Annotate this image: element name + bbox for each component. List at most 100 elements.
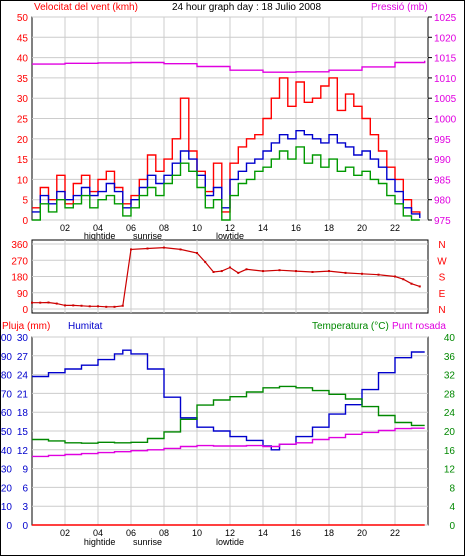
compass-letter: S bbox=[439, 273, 446, 284]
pressure-y-ticks: 975 980 985 990 995 1000 1005 1010 1015 1020 1025 bbox=[428, 13, 457, 227]
wind-y-tick-label: 5 bbox=[22, 196, 28, 207]
temp-right-ticks: 0 4 8 12 16 20 24 28 32 36 40 bbox=[444, 333, 456, 532]
humidity-alt-tick-label: 24 bbox=[17, 371, 29, 382]
humidity-tick-label: 80 bbox=[1, 371, 13, 382]
direction-point bbox=[220, 270, 223, 273]
direction-point bbox=[179, 248, 182, 251]
compass-letter: W bbox=[437, 256, 447, 267]
direction-point bbox=[163, 246, 165, 249]
direction-point bbox=[402, 278, 405, 281]
pressure-y-tick-label: 1010 bbox=[434, 74, 457, 85]
humidity-tick-label: 40 bbox=[1, 446, 13, 457]
wind-x-tick-label: 22 bbox=[390, 223, 400, 233]
wind-pressure-panel: Velocitat del vent (kmh) 24 hour graph d… bbox=[17, 2, 457, 241]
pressure-y-tick-label: 1025 bbox=[434, 13, 457, 24]
temp-series bbox=[32, 349, 425, 526]
wind-x-tick-label: 20 bbox=[357, 223, 367, 233]
direction-y-ticks: 0 90 180 270 360 bbox=[11, 240, 28, 316]
temperature-tick-label: 4 bbox=[449, 502, 455, 513]
direction-y-tick-label: 0 bbox=[22, 305, 28, 316]
direction-point bbox=[237, 271, 240, 274]
wind-x-tick-label: 06 bbox=[126, 223, 136, 233]
wind-x-tick-label: 16 bbox=[291, 223, 301, 233]
temperature-tick-label: 24 bbox=[444, 408, 456, 419]
wind-x-tick-label: 04 bbox=[93, 223, 103, 233]
humidity-alt-tick-label: 12 bbox=[17, 446, 29, 457]
direction-point bbox=[31, 301, 33, 304]
pressure-y-tick-label: 1005 bbox=[434, 94, 457, 105]
wind-series-line-mitjana bbox=[32, 146, 420, 221]
direction-series bbox=[31, 246, 421, 308]
wind-x-tick-label: 14 bbox=[258, 223, 268, 233]
direction-point bbox=[204, 261, 207, 264]
direction-y-tick-label: 180 bbox=[11, 273, 28, 284]
temp-x-tick-label: 22 bbox=[390, 528, 400, 538]
humidity-alt-tick-label: 21 bbox=[17, 389, 29, 400]
temp-series-line-humitat bbox=[32, 349, 425, 451]
direction-point bbox=[64, 304, 66, 307]
temp-humidity-panel: Pluja (mm) Humitat Temperatura (°C) Punt… bbox=[0, 321, 455, 547]
direction-point bbox=[146, 247, 149, 250]
wind-x-annotation: sunrise bbox=[133, 231, 162, 241]
humidity-tick-label: 70 bbox=[1, 389, 13, 400]
humidity-tick-label: 0 bbox=[6, 521, 12, 532]
chart-title: 24 hour graph day : 18 Julio 2008 bbox=[172, 2, 321, 13]
temperature-axis-title: Temperatura (°C) bbox=[312, 321, 389, 332]
wind-y-ticks: 0 5 10 15 20 25 30 35 40 45 50 bbox=[17, 13, 29, 227]
wind-y-tick-label: 30 bbox=[17, 94, 29, 105]
pressure-y-tick-label: 985 bbox=[434, 175, 451, 186]
compass-letter: E bbox=[439, 289, 446, 300]
direction-y-tick-label: 360 bbox=[11, 240, 28, 251]
temperature-tick-label: 8 bbox=[449, 483, 455, 494]
direction-point bbox=[361, 272, 363, 275]
direction-point bbox=[410, 282, 413, 285]
temp-x-annotation: hightide bbox=[84, 537, 116, 547]
wind-x-annotation: hightide bbox=[84, 231, 116, 241]
humidity-alt-tick-label: 0 bbox=[22, 521, 28, 532]
temperature-tick-label: 12 bbox=[444, 465, 456, 476]
direction-point bbox=[377, 273, 380, 276]
wind-y-tick-label: 10 bbox=[17, 175, 29, 186]
direction-point bbox=[418, 285, 421, 288]
direction-point bbox=[105, 305, 108, 308]
direction-point bbox=[196, 252, 198, 255]
temp-left-ticks: 00 10 3 20 6 30 9 40 12 50 15 60 18 70 21 80 24 90 27 100 30 bbox=[0, 333, 28, 532]
temp-x-annotation: lowtide bbox=[216, 537, 244, 547]
temp-series-line-temperatura bbox=[32, 385, 425, 444]
wind-y-tick-label: 20 bbox=[17, 135, 29, 146]
temp-x-tick-label: 02 bbox=[60, 528, 70, 538]
direction-point bbox=[212, 270, 215, 273]
direction-point bbox=[47, 301, 50, 304]
wind-x-tick-label: 02 bbox=[60, 223, 70, 233]
wind-x-tick-label: 10 bbox=[192, 223, 202, 233]
temperature-tick-label: 20 bbox=[444, 427, 456, 438]
pressure-y-tick-label: 995 bbox=[434, 135, 451, 146]
wind-x-tick-label: 08 bbox=[159, 223, 169, 233]
temp-x-tick-label: 04 bbox=[93, 528, 103, 538]
temp-x-tick-label: 08 bbox=[159, 528, 169, 538]
wind-y-tick-label: 45 bbox=[17, 33, 29, 44]
direction-point bbox=[278, 269, 281, 272]
dewpoint-axis-title: Punt rosada bbox=[392, 321, 446, 332]
humidity-tick-label: 30 bbox=[1, 465, 13, 476]
direction-point bbox=[394, 275, 396, 278]
wind-y-tick-label: 40 bbox=[17, 54, 29, 65]
direction-point bbox=[344, 271, 347, 274]
direction-point bbox=[97, 305, 99, 308]
humidity-tick-label: 20 bbox=[1, 483, 13, 494]
pressure-y-tick-label: 990 bbox=[434, 155, 451, 166]
temperature-tick-label: 32 bbox=[444, 371, 456, 382]
wind-y-tick-label: 15 bbox=[17, 155, 29, 166]
direction-point bbox=[328, 270, 330, 273]
temp-series-line-punt-rosada bbox=[32, 427, 425, 458]
pressure-axis-title: Pressió (mb) bbox=[371, 2, 428, 13]
pressure-y-tick-label: 1015 bbox=[434, 54, 457, 65]
humidity-tick-label: 10 bbox=[1, 502, 13, 513]
direction-point bbox=[295, 270, 297, 273]
temp-x-annotation: sunrise bbox=[133, 537, 162, 547]
direction-point bbox=[39, 301, 42, 304]
rain-axis-title: Pluja (mm) bbox=[2, 321, 50, 332]
